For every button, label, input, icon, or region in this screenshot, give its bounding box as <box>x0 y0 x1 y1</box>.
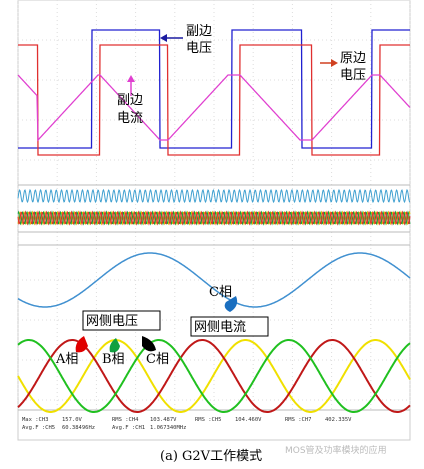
measurements: Max :CH3 157.0V RMS :CH4 103.487V RMS :CH5 10… <box>22 417 352 431</box>
label: A相 <box>55 352 78 367</box>
label: 网侧电压 <box>86 314 138 329</box>
label: B相 <box>102 352 125 367</box>
label: 副边 <box>186 24 212 39</box>
annotations: 副边 电压 原边 电压 副边 电流 网侧电压 网侧电流 C相 A相 B相 C相 <box>55 24 366 367</box>
label: 电压 <box>186 41 212 56</box>
phase-voltage <box>17 339 411 413</box>
measurement: 104.460V <box>235 417 262 423</box>
measurement: 60.38496Hz <box>62 425 95 431</box>
arrow-head <box>331 59 338 67</box>
pointer <box>224 296 238 312</box>
measurement: 103.487V <box>150 417 177 423</box>
caption: (a) G2V工作模式 <box>160 449 262 464</box>
measurement: 157.0V <box>62 417 83 423</box>
measurement: RMS :CH5 <box>195 417 222 423</box>
pointer <box>75 336 88 353</box>
waveforms <box>17 29 411 413</box>
arrow-head <box>127 75 135 82</box>
arrow-head <box>160 34 167 42</box>
measurement: 402.335V <box>325 417 352 423</box>
phase-voltage <box>17 339 411 413</box>
label: C相 <box>209 285 232 300</box>
label: 电压 <box>340 68 366 83</box>
measurement: RMS :CH4 <box>112 417 139 423</box>
scope-grid <box>17 0 411 411</box>
measurement: Avg.F :CH5 <box>22 425 55 431</box>
primary-voltage <box>18 44 410 156</box>
measurement: 1.067340MHz <box>150 425 186 431</box>
secondary-voltage <box>18 29 410 149</box>
measurement: Avg.F :CH1 <box>112 425 145 431</box>
label: C相 <box>146 352 169 367</box>
label: 网侧电流 <box>194 320 246 335</box>
label: 副边 <box>117 93 143 108</box>
measurement: RMS :CH7 <box>285 417 312 423</box>
label: 原边 <box>340 51 366 66</box>
label: 电流 <box>117 111 143 126</box>
measurement: Max :CH3 <box>22 417 49 423</box>
secondary-current <box>17 74 411 142</box>
pointer <box>109 338 120 353</box>
grid-current <box>17 252 411 308</box>
hf-band <box>17 210 411 226</box>
hf-wave <box>17 188 411 204</box>
label-box <box>82 310 161 331</box>
pointer <box>142 336 156 352</box>
label-box <box>190 316 269 337</box>
watermark: MOS管及功率模块的应用 <box>285 444 387 456</box>
